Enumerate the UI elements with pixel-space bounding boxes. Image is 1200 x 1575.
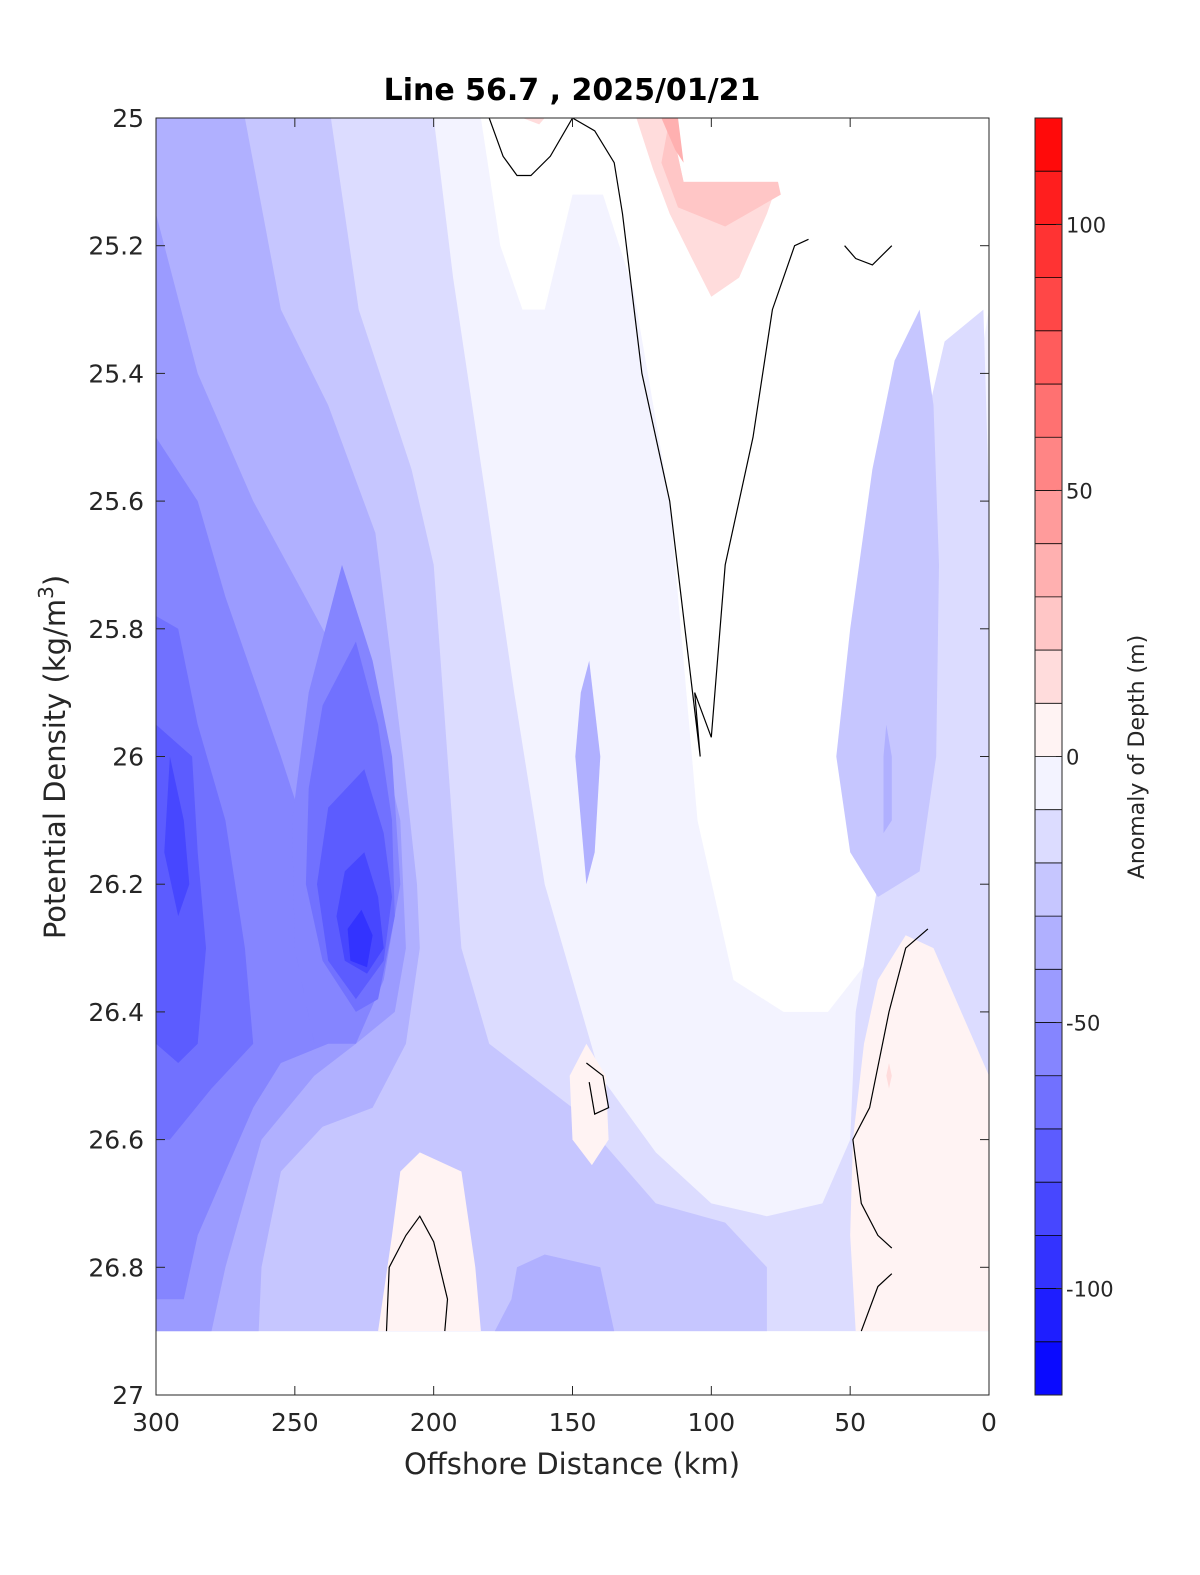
colorbar-tick-label: -100 bbox=[1066, 1278, 1114, 1302]
y-tick-label: 26.8 bbox=[88, 1253, 144, 1282]
band-plus-20-30 bbox=[661, 118, 781, 227]
colorbar-swatch bbox=[1035, 596, 1062, 651]
x-axis-label: Offshore Distance (km) bbox=[404, 1447, 740, 1481]
y-tick-label: 27 bbox=[112, 1381, 144, 1410]
colorbar-swatch bbox=[1035, 224, 1062, 278]
x-tick-label: 0 bbox=[981, 1408, 997, 1437]
y-axis-label: Potential Density (kg/m3) bbox=[34, 575, 72, 939]
x-tick-label: 250 bbox=[271, 1408, 319, 1437]
band-minus-90-80 bbox=[164, 756, 190, 917]
x-tick-label: 200 bbox=[410, 1408, 458, 1437]
band-minus-30-20-east bbox=[836, 309, 939, 898]
colorbar-tick-label: 0 bbox=[1066, 746, 1079, 770]
y-tick-label: 25.2 bbox=[88, 232, 144, 261]
chart-title: Line 56.7 , 2025/01/21 bbox=[384, 73, 761, 108]
colorbar-tick-label: 100 bbox=[1066, 213, 1106, 237]
y-tick-label: 26 bbox=[112, 743, 144, 772]
colorbar-swatch bbox=[1035, 1341, 1062, 1395]
band-plus-0-10-south-gap bbox=[378, 1152, 481, 1332]
colorbar-swatch bbox=[1035, 809, 1062, 863]
zero-contour-northeast bbox=[844, 245, 893, 266]
colorbar-label: Anomaly of Depth (m) bbox=[1125, 635, 1150, 879]
colorbar-swatch bbox=[1035, 437, 1062, 491]
colorbar-swatch bbox=[1035, 543, 1062, 597]
colorbar-swatch bbox=[1035, 1288, 1062, 1342]
colorbar-swatch bbox=[1035, 330, 1062, 385]
band-minus-40-30-mid bbox=[575, 660, 601, 885]
band-minus-40-30-east bbox=[883, 724, 892, 834]
zero-contour-mid bbox=[586, 1062, 610, 1115]
colorbar-swatch bbox=[1035, 171, 1062, 225]
zero-contour-north bbox=[488, 118, 809, 757]
colorbar: 100 50 0 -50 -100 bbox=[1034, 117, 1114, 1396]
colorbar-swatch bbox=[1035, 1022, 1062, 1076]
y-tick-label: 26.4 bbox=[88, 998, 144, 1027]
colorbar-swatch bbox=[1035, 969, 1062, 1023]
y-tick-label: 25.6 bbox=[88, 487, 144, 516]
band-minus-40-30-south bbox=[494, 1254, 615, 1332]
colorbar-swatch bbox=[1035, 703, 1062, 757]
plot-axes: 300 250 200 150 100 50 0 25 25.2 25.4 25.6 25.8 26 26… bbox=[88, 104, 997, 1437]
band-plus-0-10-mid-gap bbox=[569, 1043, 609, 1166]
y-tick-label: 25.4 bbox=[88, 359, 144, 388]
zero-contour-east bbox=[852, 928, 929, 1249]
y-tick-label: 26.6 bbox=[88, 1126, 144, 1155]
colorbar-swatch bbox=[1035, 862, 1062, 917]
x-tick-label: 150 bbox=[549, 1408, 597, 1437]
colorbar-swatch bbox=[1035, 1182, 1062, 1236]
band-plus-10-20 bbox=[522, 118, 545, 125]
colorbar-swatch bbox=[1035, 650, 1062, 704]
zero-contour-southeast bbox=[860, 1273, 893, 1332]
contour-bands bbox=[156, 118, 989, 1332]
colorbar-swatch bbox=[1035, 277, 1062, 331]
y-tick-label: 25.8 bbox=[88, 615, 144, 644]
zero-contour-lines bbox=[385, 118, 929, 1332]
colorbar-tick-label: -50 bbox=[1066, 1012, 1100, 1036]
band-plus-10-20-east bbox=[886, 1063, 892, 1089]
x-tick-label: 300 bbox=[132, 1408, 180, 1437]
colorbar-swatch bbox=[1035, 1235, 1062, 1289]
colorbar-tick-label: 50 bbox=[1066, 479, 1093, 503]
band-plus-30-40 bbox=[661, 118, 684, 163]
x-tick-label: 100 bbox=[687, 1408, 735, 1437]
colorbar-swatch bbox=[1035, 756, 1062, 810]
y-tick-label: 26.2 bbox=[88, 870, 144, 899]
colorbar-swatch bbox=[1035, 1075, 1062, 1129]
zero-contour-south bbox=[385, 1215, 449, 1332]
colorbar-swatch bbox=[1035, 490, 1062, 544]
x-tick-label: 50 bbox=[834, 1408, 866, 1437]
band-minus-100-90 bbox=[347, 909, 373, 968]
colorbar-swatch bbox=[1035, 118, 1062, 172]
y-tick-label: 25 bbox=[112, 104, 144, 133]
colorbar-swatch bbox=[1035, 916, 1062, 970]
colorbar-swatch bbox=[1035, 1128, 1062, 1183]
colorbar-swatch bbox=[1035, 384, 1062, 438]
